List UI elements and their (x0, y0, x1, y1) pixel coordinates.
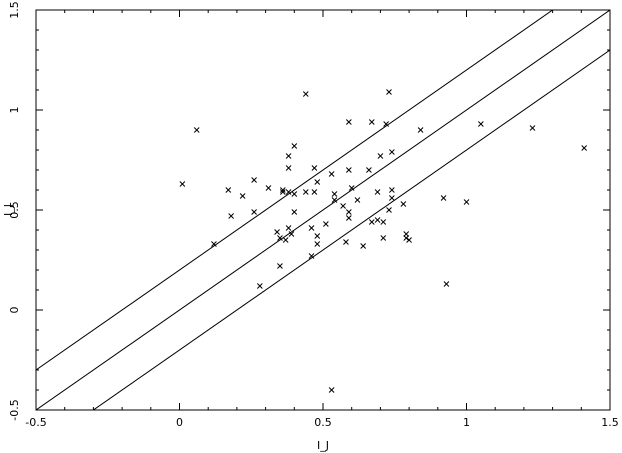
data-point (277, 235, 283, 241)
data-point (477, 121, 484, 127)
x-tick-label: 0 (176, 416, 183, 429)
y-tick-label: 0 (8, 307, 21, 314)
data-point (311, 189, 318, 195)
data-point (383, 121, 389, 127)
data-point (308, 253, 315, 259)
data-point (302, 189, 309, 195)
data-point (285, 153, 292, 159)
data-point (193, 127, 200, 133)
y-tick-label: 1.5 (8, 1, 21, 19)
data-point (345, 215, 352, 221)
reference-line-1 (36, 10, 554, 371)
data-point (374, 217, 381, 223)
data-point (374, 189, 381, 195)
data-point (314, 241, 321, 247)
data-point (443, 281, 450, 287)
data-point (291, 191, 298, 197)
data-point (345, 119, 352, 125)
data-point (285, 225, 292, 231)
x-axis-label: I_J (317, 439, 329, 452)
data-point (348, 185, 355, 191)
data-point (345, 209, 352, 215)
data-point (354, 197, 361, 203)
data-point (274, 229, 280, 235)
data-point (581, 145, 588, 151)
data-point (265, 185, 272, 191)
data-point (389, 187, 395, 193)
y-tick-label: -0.5 (8, 399, 21, 420)
data-point (343, 239, 349, 245)
data-point (291, 209, 298, 215)
data-point (239, 193, 246, 199)
data-point (368, 219, 375, 225)
y-tick-label: 0.5 (8, 201, 21, 219)
data-point (403, 235, 410, 241)
data-point (400, 201, 407, 207)
data-point (380, 219, 387, 225)
data-point (179, 181, 186, 187)
data-point (323, 221, 329, 227)
data-point (331, 197, 338, 203)
data-point (380, 235, 387, 241)
data-point (311, 165, 318, 171)
y-tick-label: 1 (8, 107, 21, 114)
x-tick-label: -0.5 (25, 416, 46, 429)
data-point (406, 237, 412, 243)
data-point (288, 231, 295, 237)
data-point (285, 165, 292, 171)
x-tick-label: 1 (463, 416, 470, 429)
y-axis-label: I_J (2, 204, 15, 216)
data-point (386, 207, 392, 213)
reference-line-3 (92, 49, 610, 410)
data-point (529, 125, 536, 131)
data-point (225, 187, 232, 193)
data-point (345, 167, 352, 173)
data-point (251, 177, 257, 183)
data-point (314, 233, 321, 239)
data-point (279, 187, 286, 193)
data-point (389, 149, 395, 155)
data-point (331, 191, 338, 197)
data-point (251, 209, 257, 215)
data-point (314, 179, 321, 185)
y-axis-ticks: -0.5 0 0.5 1 1.5 (8, 1, 610, 421)
data-point (277, 263, 283, 269)
data-point (211, 241, 217, 247)
data-point (417, 127, 424, 133)
data-point (302, 91, 309, 97)
x-tick-label: 1.5 (601, 416, 619, 429)
data-point (291, 143, 298, 149)
data-point (328, 171, 335, 177)
data-point (328, 387, 335, 393)
data-point (377, 153, 384, 159)
data-point (440, 195, 447, 201)
data-points (179, 89, 588, 393)
data-point (366, 167, 372, 173)
data-point (340, 203, 346, 209)
data-point (308, 225, 315, 231)
data-point (360, 243, 367, 249)
data-point (386, 89, 392, 95)
x-axis-ticks: -0.5 0 0.5 1 1.5 (25, 10, 619, 429)
data-point (463, 199, 470, 205)
reference-lines (36, 10, 610, 410)
reference-line-2 (36, 10, 610, 410)
data-point (282, 237, 289, 243)
data-point (257, 283, 263, 289)
data-point (368, 119, 375, 125)
data-point (228, 213, 235, 219)
data-point (389, 195, 395, 201)
x-tick-label: 0.5 (314, 416, 332, 429)
data-point (285, 189, 292, 195)
data-point (279, 189, 286, 195)
